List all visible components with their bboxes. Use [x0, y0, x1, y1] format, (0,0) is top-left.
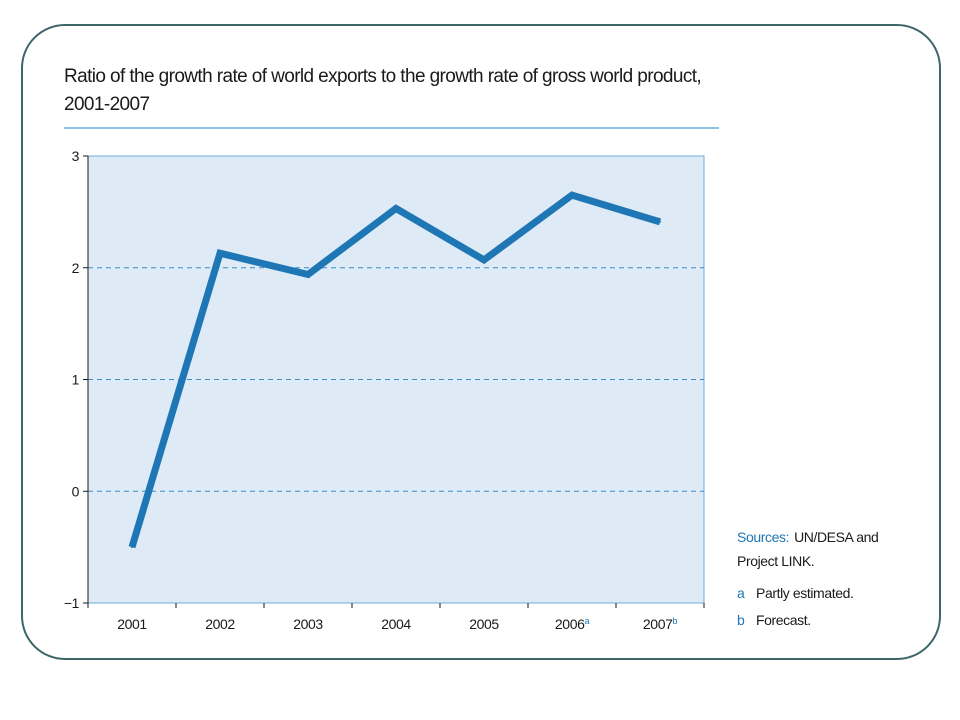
sources-line-1: Sources: UN/DESA and — [737, 529, 878, 545]
slide-frame — [21, 24, 941, 660]
gridlines — [88, 267, 704, 492]
x-tick-label-2007: 2007b — [643, 616, 678, 632]
series-export-gwp-ratio — [128, 191, 662, 549]
data-point-2002 — [219, 252, 221, 255]
x-tick-label-2005: 2005 — [469, 616, 499, 632]
sources-note: Sources: UN/DESA and Project LINK. a Part… — [737, 529, 879, 628]
chart-title-line-1: Ratio of the growth rate of world export… — [64, 66, 701, 87]
data-point-2007 — [659, 220, 661, 223]
footnote-a-key: a — [737, 585, 745, 601]
y-tick-label-2: 1 — [72, 372, 80, 388]
x-tick-label-2006: 2006a — [555, 616, 590, 632]
sources-text-1: UN/DESA and — [794, 529, 878, 545]
y-tick-label-3: 2 — [72, 260, 80, 276]
sources-label: Sources: — [737, 529, 789, 545]
data-point-2006 — [571, 194, 573, 197]
data-point-2001 — [131, 546, 133, 549]
x-tick-superscript-a: a — [584, 616, 589, 626]
y-tick-label-4: 3 — [72, 148, 80, 164]
x-tick-label-2003: 2003 — [293, 616, 323, 632]
x-tick-label-2001: 2001 — [117, 616, 147, 632]
x-tick-label-2002: 2002 — [205, 616, 235, 632]
x-tick-label-2004: 2004 — [381, 616, 411, 632]
axes — [83, 155, 705, 608]
footnote-a-text: Partly estimated. — [756, 585, 853, 601]
footnote-b-key: b — [737, 612, 745, 628]
data-point-2005 — [483, 258, 485, 261]
y-tick-label-1: 0 — [72, 483, 80, 499]
data-point-2003 — [307, 273, 309, 276]
sources-text-2: Project LINK. — [737, 553, 814, 569]
footnote-b-text: Forecast. — [756, 612, 811, 628]
y-tick-label-0: −1 — [64, 595, 80, 611]
x-tick-superscript-b: b — [672, 616, 677, 626]
y-tick-labels: −1 0 1 2 3 — [64, 148, 80, 611]
data-point-2004 — [395, 207, 397, 210]
chart-title-line-2: 2001-2007 — [64, 94, 149, 115]
x-tick-labels: 2001 2002 2003 2004 2005 2006a 2007b — [117, 616, 678, 632]
